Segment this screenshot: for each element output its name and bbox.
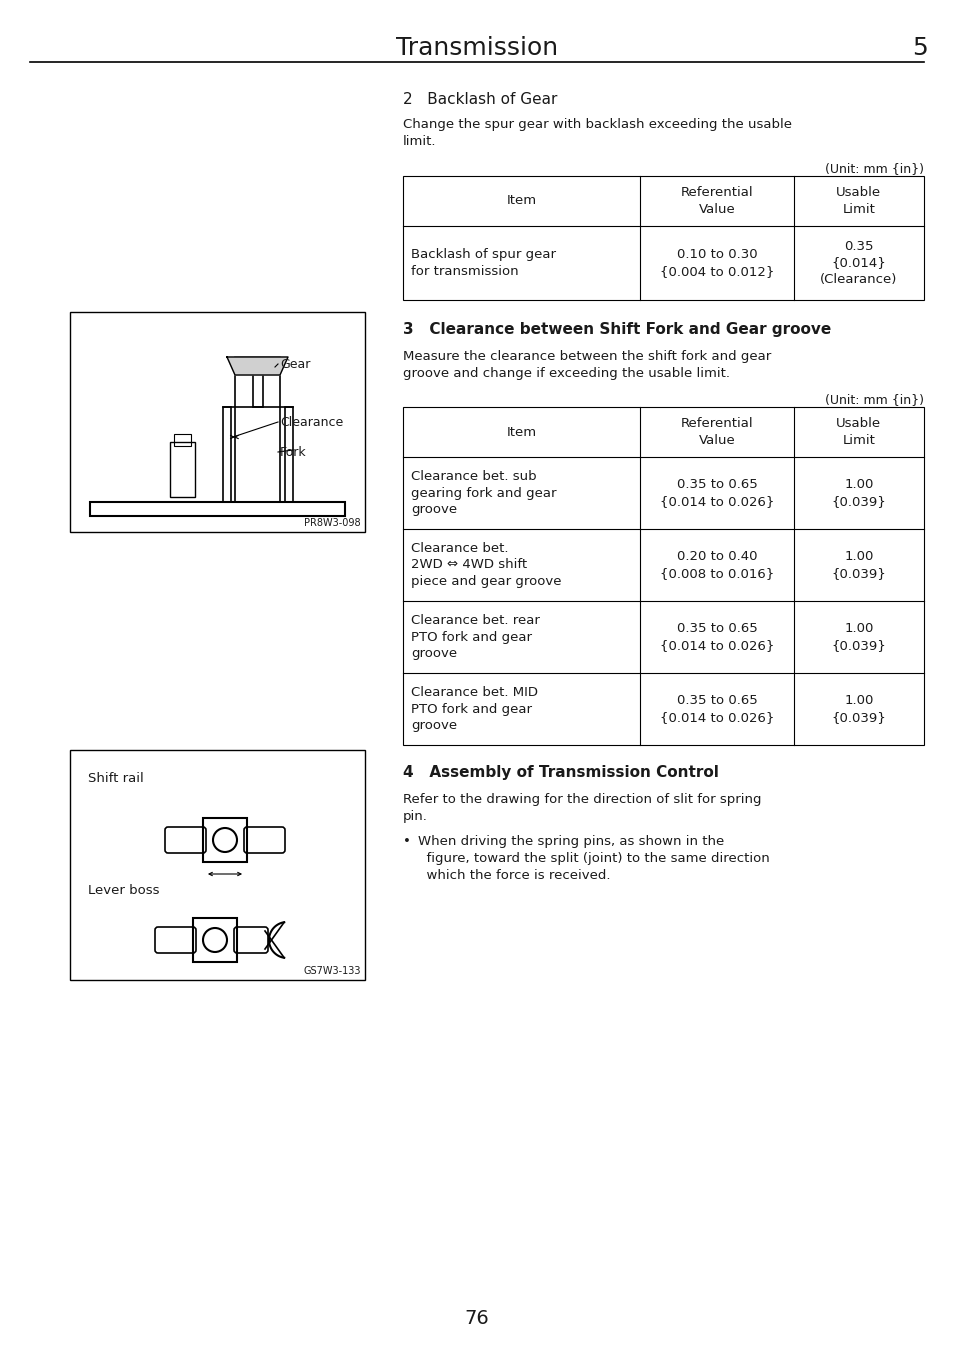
Text: 3   Clearance between Shift Fork and Gear groove: 3 Clearance between Shift Fork and Gear … — [402, 322, 830, 336]
Bar — [203, 817, 247, 862]
Text: Fork: Fork — [280, 446, 306, 458]
Text: •: • — [402, 835, 411, 848]
Text: Gear: Gear — [280, 358, 310, 370]
Bar — [402, 176, 923, 300]
Text: Referential
Value: Referential Value — [679, 186, 753, 216]
Bar — [234, 357, 280, 503]
Text: 1.00
{0.039}: 1.00 {0.039} — [831, 621, 885, 653]
Text: Usable
Limit: Usable Limit — [836, 417, 881, 447]
Text: 1.00
{0.039}: 1.00 {0.039} — [831, 478, 885, 508]
Text: (Unit: mm {in}): (Unit: mm {in}) — [824, 162, 923, 176]
Bar — [402, 407, 923, 744]
Text: 0.35 to 0.65
{0.014 to 0.026}: 0.35 to 0.65 {0.014 to 0.026} — [659, 694, 773, 724]
Text: 76: 76 — [464, 1309, 489, 1328]
Bar — [70, 750, 365, 979]
Bar — [193, 917, 236, 962]
Text: Clearance bet. sub
gearing fork and gear
groove: Clearance bet. sub gearing fork and gear… — [411, 470, 556, 516]
Text: PR8W3-098: PR8W3-098 — [304, 517, 360, 528]
Text: 4   Assembly of Transmission Control: 4 Assembly of Transmission Control — [402, 765, 719, 780]
Text: Item: Item — [506, 426, 536, 439]
Text: (Unit: mm {in}): (Unit: mm {in}) — [824, 393, 923, 407]
Text: 2   Backlash of Gear: 2 Backlash of Gear — [402, 92, 557, 107]
Text: Clearance bet.
2WD ⇔ 4WD shift
piece and gear groove: Clearance bet. 2WD ⇔ 4WD shift piece and… — [411, 542, 561, 589]
Text: When driving the spring pins, as shown in the
  figure, toward the split (joint): When driving the spring pins, as shown i… — [417, 835, 769, 882]
Text: Referential
Value: Referential Value — [679, 417, 753, 447]
Bar — [253, 372, 263, 407]
Text: Item: Item — [506, 195, 536, 208]
Text: 0.10 to 0.30
{0.004 to 0.012}: 0.10 to 0.30 {0.004 to 0.012} — [659, 249, 773, 278]
Text: Shift rail: Shift rail — [88, 771, 144, 785]
Text: Refer to the drawing for the direction of slit for spring
pin.: Refer to the drawing for the direction o… — [402, 793, 760, 823]
Text: Clearance bet. rear
PTO fork and gear
groove: Clearance bet. rear PTO fork and gear gr… — [411, 613, 539, 661]
Text: GS7W3-133: GS7W3-133 — [303, 966, 360, 975]
Text: Backlash of spur gear
for transmission: Backlash of spur gear for transmission — [411, 249, 556, 278]
Text: Lever boss: Lever boss — [88, 884, 159, 897]
Text: Change the spur gear with backlash exceeding the usable
limit.: Change the spur gear with backlash excee… — [402, 118, 791, 149]
Text: 1.00
{0.039}: 1.00 {0.039} — [831, 550, 885, 580]
Bar — [170, 442, 194, 497]
Text: Clearance bet. MID
PTO fork and gear
groove: Clearance bet. MID PTO fork and gear gro… — [411, 685, 537, 732]
Text: Usable
Limit: Usable Limit — [836, 186, 881, 216]
Text: 0.35 to 0.65
{0.014 to 0.026}: 0.35 to 0.65 {0.014 to 0.026} — [659, 478, 773, 508]
Text: 1.00
{0.039}: 1.00 {0.039} — [831, 694, 885, 724]
Bar — [223, 407, 231, 503]
Polygon shape — [227, 357, 288, 376]
Bar — [70, 312, 365, 532]
Bar — [90, 503, 345, 516]
Text: Measure the clearance between the shift fork and gear
groove and change if excee: Measure the clearance between the shift … — [402, 350, 770, 380]
Text: 0.35
{0.014}
(Clearance): 0.35 {0.014} (Clearance) — [820, 239, 897, 286]
Text: Clearance: Clearance — [280, 416, 343, 428]
Text: 0.35 to 0.65
{0.014 to 0.026}: 0.35 to 0.65 {0.014 to 0.026} — [659, 621, 773, 653]
Text: 5: 5 — [911, 36, 927, 59]
Bar — [285, 407, 293, 503]
Text: 0.20 to 0.40
{0.008 to 0.016}: 0.20 to 0.40 {0.008 to 0.016} — [659, 550, 773, 580]
Text: Transmission: Transmission — [395, 36, 558, 59]
Bar — [173, 434, 191, 446]
